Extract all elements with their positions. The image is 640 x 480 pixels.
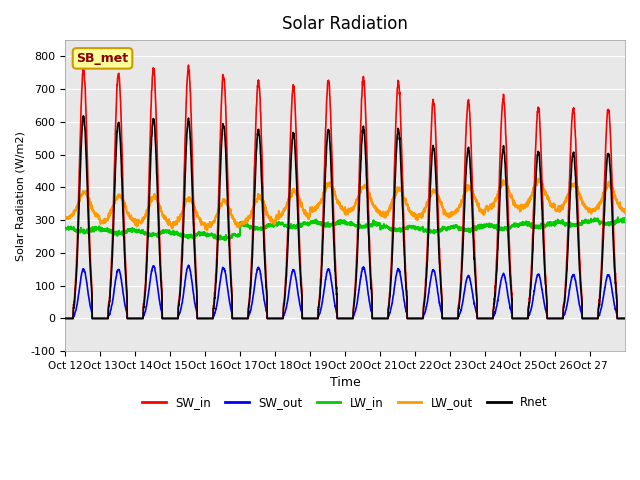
Legend: SW_in, SW_out, LW_in, LW_out, Rnet: SW_in, SW_out, LW_in, LW_out, Rnet [138, 391, 553, 414]
Text: SB_met: SB_met [76, 52, 129, 65]
Y-axis label: Solar Radiation (W/m2): Solar Radiation (W/m2) [15, 131, 25, 261]
Title: Solar Radiation: Solar Radiation [282, 15, 408, 33]
X-axis label: Time: Time [330, 376, 360, 389]
